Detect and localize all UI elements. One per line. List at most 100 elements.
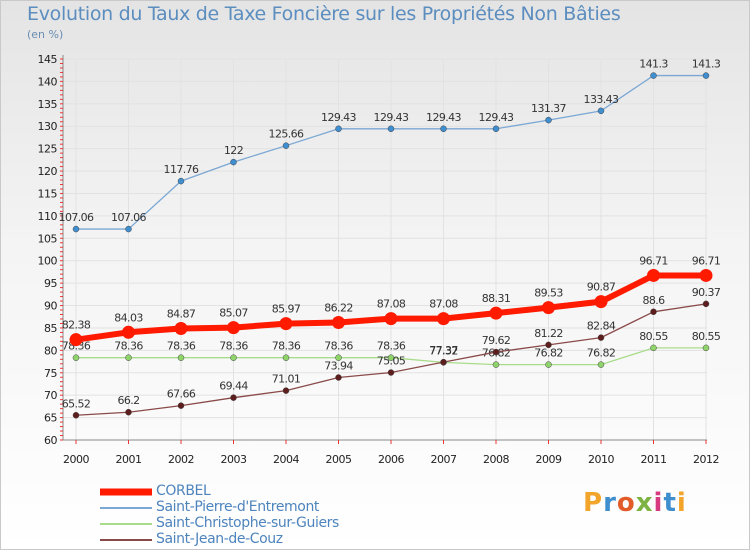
legend-label-corbel: CORBEL bbox=[156, 483, 211, 499]
data-point-saint-christophe-sur-guiers bbox=[72, 354, 80, 361]
data-label-saint-pierre-d-entremont: 131.37 bbox=[531, 102, 566, 115]
data-point-corbel bbox=[122, 325, 135, 339]
data-label-corbel: 84.03 bbox=[114, 311, 143, 324]
data-point-corbel bbox=[279, 317, 293, 331]
data-point-saint-pierre-d-entremont bbox=[702, 72, 710, 79]
legend-swatch-saint-christophe bbox=[100, 523, 152, 525]
proxiti-logo: Proxiti bbox=[583, 488, 687, 518]
data-point-corbel bbox=[384, 312, 398, 326]
data-point-saint-jean-de-couz bbox=[72, 412, 80, 419]
data-label-saint-jean-de-couz: 88.6 bbox=[642, 294, 665, 307]
data-point-saint-christophe-sur-guiers bbox=[597, 361, 605, 368]
data-point-saint-christophe-sur-guiers bbox=[650, 344, 657, 352]
data-label-corbel: 88.31 bbox=[482, 292, 511, 305]
data-point-saint-jean-de-couz bbox=[492, 348, 500, 356]
data-label-saint-jean-de-couz: 65.52 bbox=[62, 397, 91, 410]
x-tick-label: 2004 bbox=[273, 453, 299, 466]
data-label-saint-jean-de-couz: 82.84 bbox=[587, 320, 616, 333]
x-tick-label: 2010 bbox=[588, 453, 614, 466]
data-point-corbel bbox=[437, 312, 450, 326]
data-label-saint-christophe-sur-guiers: 78.36 bbox=[377, 340, 406, 353]
data-label-saint-pierre-d-entremont: 141.3 bbox=[639, 58, 668, 71]
data-label-saint-pierre-d-entremont: 122 bbox=[224, 144, 243, 157]
data-label-saint-pierre-d-entremont: 129.43 bbox=[479, 111, 514, 124]
logo-letter: P bbox=[583, 488, 604, 518]
data-label-corbel: 96.71 bbox=[692, 254, 721, 267]
y-tick-label: 95 bbox=[44, 277, 57, 290]
data-point-corbel bbox=[647, 268, 660, 282]
data-label-corbel: 85.97 bbox=[272, 303, 301, 316]
data-point-saint-christophe-sur-guiers bbox=[177, 354, 185, 361]
data-point-saint-christophe-sur-guiers bbox=[335, 354, 342, 361]
data-label-saint-christophe-sur-guiers: 78.36 bbox=[272, 340, 301, 353]
data-label-saint-jean-de-couz: 79.62 bbox=[482, 334, 511, 347]
data-point-saint-christophe-sur-guiers bbox=[282, 354, 290, 361]
data-point-saint-christophe-sur-guiers bbox=[387, 354, 395, 361]
legend-label-saint-jean: Saint-Jean-de-Couz bbox=[156, 531, 283, 547]
data-label-corbel: 89.53 bbox=[534, 287, 563, 300]
data-point-saint-pierre-d-entremont bbox=[335, 125, 342, 133]
y-tick-label: 145 bbox=[38, 53, 58, 66]
data-point-corbel bbox=[174, 322, 188, 336]
x-tick-label: 2003 bbox=[221, 453, 247, 466]
data-point-saint-christophe-sur-guiers bbox=[545, 361, 552, 368]
y-tick-label: 100 bbox=[38, 255, 58, 268]
data-label-saint-pierre-d-entremont: 133.43 bbox=[584, 93, 619, 106]
data-point-saint-christophe-sur-guiers bbox=[702, 344, 710, 352]
x-tick-label: 2007 bbox=[431, 453, 457, 466]
x-tick-label: 2001 bbox=[116, 453, 142, 466]
data-point-saint-pierre-d-entremont bbox=[492, 125, 500, 133]
data-label-saint-jean-de-couz: 71.01 bbox=[272, 373, 301, 386]
data-label-saint-pierre-d-entremont: 125.66 bbox=[269, 128, 304, 141]
x-tick-label: 2012 bbox=[693, 453, 719, 466]
y-tick-label: 130 bbox=[38, 120, 58, 133]
logo-letter: i bbox=[676, 488, 687, 518]
x-tick-label: 2000 bbox=[63, 453, 89, 466]
data-point-saint-jean-de-couz bbox=[650, 308, 657, 316]
y-tick-label: 65 bbox=[44, 412, 57, 425]
data-label-saint-jean-de-couz: 73.94 bbox=[324, 360, 353, 373]
data-label-corbel: 90.87 bbox=[587, 281, 616, 294]
data-label-saint-jean-de-couz: 66.2 bbox=[117, 394, 139, 407]
data-point-corbel bbox=[332, 315, 345, 329]
data-point-saint-jean-de-couz bbox=[545, 341, 552, 349]
data-point-corbel bbox=[227, 321, 240, 335]
logo-letter: x bbox=[635, 488, 654, 518]
data-point-saint-pierre-d-entremont bbox=[230, 158, 237, 166]
data-point-saint-christophe-sur-guiers bbox=[492, 361, 500, 368]
data-label-corbel: 86.22 bbox=[324, 301, 353, 314]
data-point-saint-pierre-d-entremont bbox=[597, 107, 605, 115]
y-tick-label: 140 bbox=[38, 75, 58, 88]
data-label-saint-jean-de-couz: 81.22 bbox=[534, 327, 563, 340]
data-point-saint-pierre-d-entremont bbox=[125, 225, 132, 233]
data-point-saint-jean-de-couz bbox=[335, 374, 342, 381]
logo-letter: i bbox=[653, 488, 664, 518]
data-label-saint-pierre-d-entremont: 129.43 bbox=[321, 111, 356, 124]
data-label-saint-jean-de-couz: 67.66 bbox=[167, 388, 196, 401]
y-tick-label: 90 bbox=[44, 300, 57, 313]
legend-label-saint-pierre: Saint-Pierre-d'Entremont bbox=[156, 499, 320, 515]
data-point-saint-christophe-sur-guiers bbox=[230, 354, 237, 361]
data-point-saint-pierre-d-entremont bbox=[387, 125, 395, 133]
data-point-saint-pierre-d-entremont bbox=[72, 225, 80, 233]
data-point-corbel bbox=[542, 301, 555, 315]
legend-swatch-corbel bbox=[100, 488, 152, 496]
data-label-saint-christophe-sur-guiers: 77.32 bbox=[429, 344, 458, 357]
legend-label-saint-christophe: Saint-Christophe-sur-Guiers bbox=[156, 515, 339, 531]
y-tick-label: 135 bbox=[38, 98, 58, 111]
data-label-saint-jean-de-couz: 69.44 bbox=[219, 380, 248, 393]
data-label-saint-pierre-d-entremont: 141.3 bbox=[692, 58, 721, 71]
data-point-saint-pierre-d-entremont bbox=[440, 125, 447, 133]
data-point-saint-christophe-sur-guiers bbox=[125, 354, 132, 361]
y-tick-label: 85 bbox=[44, 322, 57, 335]
unit-label: (en %) bbox=[27, 28, 64, 41]
data-point-saint-pierre-d-entremont bbox=[650, 72, 657, 79]
data-label-saint-pierre-d-entremont: 129.43 bbox=[426, 111, 461, 124]
y-tick-label: 80 bbox=[44, 344, 57, 357]
data-label-saint-jean-de-couz: 77.37 bbox=[429, 344, 458, 357]
y-tick-label: 120 bbox=[38, 165, 58, 178]
data-label-saint-pierre-d-entremont: 129.43 bbox=[374, 111, 409, 124]
legend-swatch-saint-jean bbox=[100, 539, 152, 541]
data-label-saint-christophe-sur-guiers: 80.55 bbox=[692, 330, 721, 343]
data-label-corbel: 87.08 bbox=[429, 298, 458, 311]
